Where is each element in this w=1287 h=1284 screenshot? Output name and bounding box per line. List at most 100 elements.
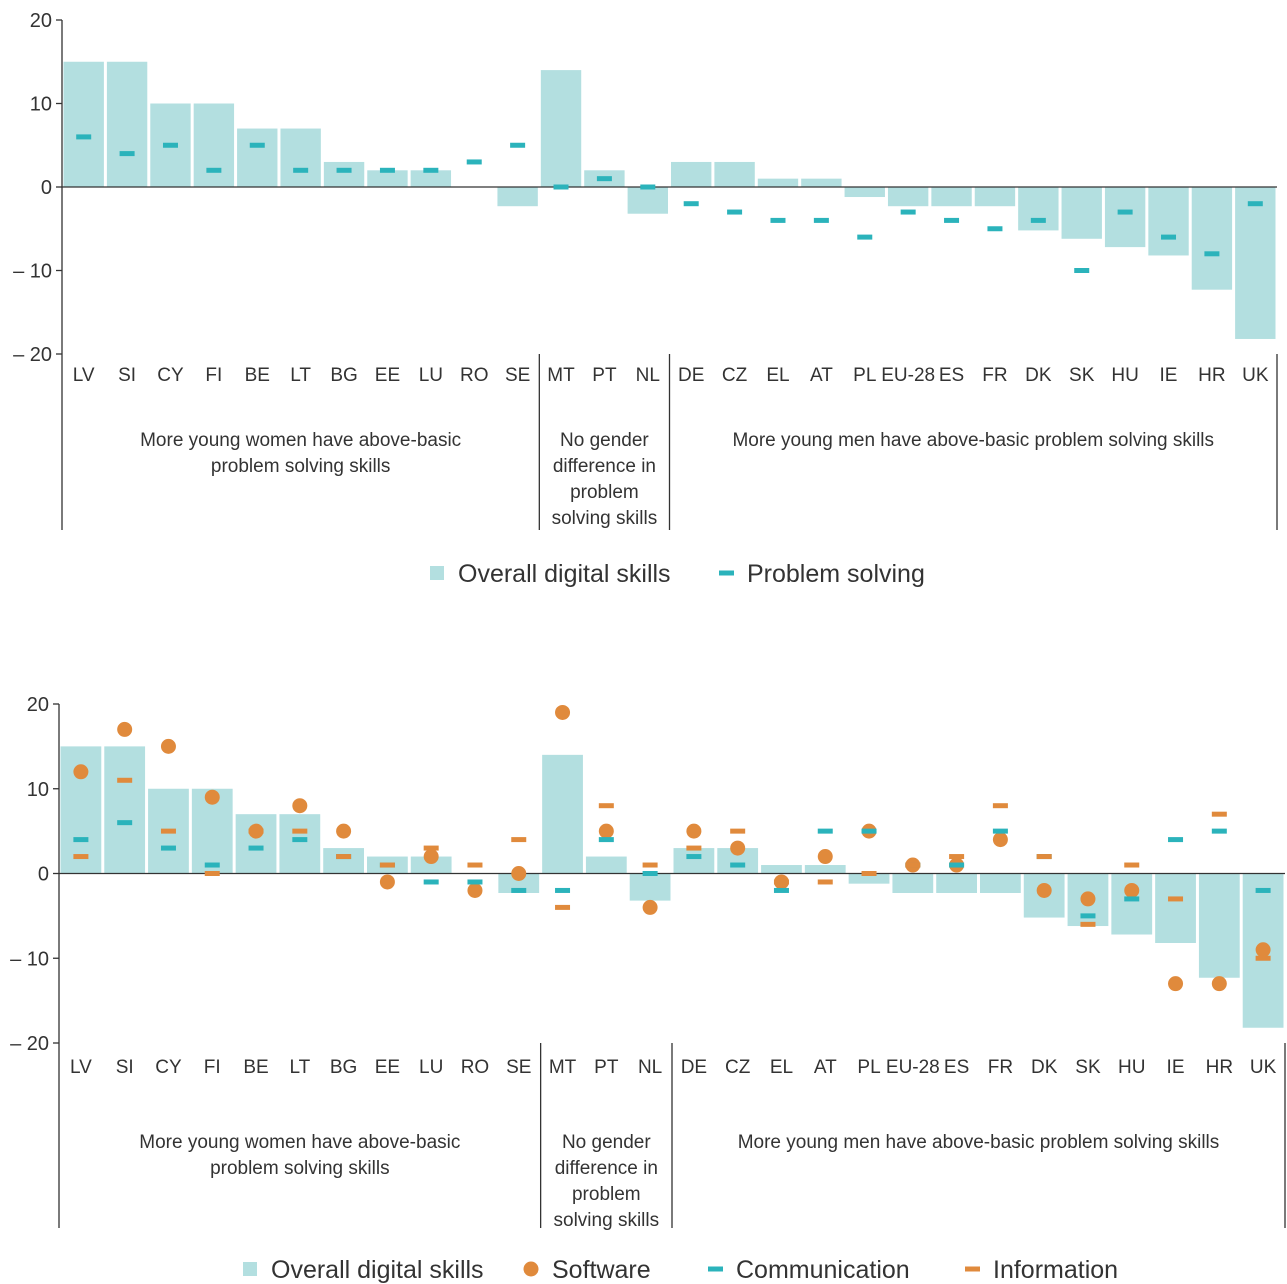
legend-label-software: Software bbox=[552, 1256, 651, 1284]
bar-SE bbox=[498, 873, 540, 893]
problem-solving-marker-HR bbox=[1204, 251, 1220, 257]
category-label: SE bbox=[505, 365, 530, 386]
category-label: FR bbox=[988, 1057, 1013, 1078]
y-tick-label: 10 bbox=[30, 94, 52, 116]
bar-DE bbox=[673, 848, 715, 874]
communication-marker-BE bbox=[248, 845, 264, 851]
information-marker-CZ bbox=[730, 828, 746, 834]
problem-solving-marker-MT bbox=[553, 184, 569, 190]
category-label: UK bbox=[1250, 1057, 1277, 1078]
information-marker-LT bbox=[292, 828, 308, 834]
problem-solving-marker-ES bbox=[944, 217, 960, 223]
bar-LV bbox=[63, 61, 104, 187]
software-point-MT bbox=[555, 704, 571, 720]
category-label: LU bbox=[419, 1057, 443, 1078]
problem-solving-marker-PL bbox=[857, 234, 873, 240]
communication-marker-NL bbox=[642, 871, 658, 876]
bar-AT bbox=[804, 865, 846, 874]
bar-BE bbox=[235, 814, 277, 874]
y-tick-label: 10 bbox=[27, 779, 49, 801]
communication-marker-LT bbox=[292, 837, 308, 843]
category-label: DE bbox=[678, 365, 704, 386]
information-marker-DK bbox=[1036, 854, 1052, 860]
information-marker-HR bbox=[1211, 811, 1227, 817]
legend-label-overall-digital-skills: Overall digital skills bbox=[458, 560, 671, 588]
communication-marker-LU bbox=[423, 879, 439, 885]
bar-AT bbox=[801, 178, 842, 187]
information-marker-DE bbox=[686, 845, 702, 851]
bar-HU bbox=[1111, 873, 1153, 935]
software-point-LT bbox=[292, 798, 308, 814]
bar-IE bbox=[1155, 873, 1196, 943]
information-marker-PL bbox=[861, 871, 877, 876]
information-marker-BG bbox=[336, 854, 352, 860]
category-label: PT bbox=[592, 365, 617, 386]
bar-BG bbox=[323, 161, 365, 187]
group-label: No gender bbox=[562, 1132, 651, 1153]
category-label: NL bbox=[638, 1057, 662, 1078]
category-label: LV bbox=[70, 1057, 92, 1078]
group-label: More young women have above-basic bbox=[140, 430, 461, 451]
category-label: PT bbox=[594, 1057, 619, 1078]
group-label: solving skills bbox=[554, 1210, 660, 1231]
bar-BE bbox=[237, 128, 278, 187]
category-label: EU-28 bbox=[881, 365, 935, 386]
problem-solving-marker-HU bbox=[1117, 209, 1133, 215]
y-tick-label: – 10 bbox=[13, 261, 52, 283]
information-marker-SE bbox=[511, 837, 527, 843]
legend-swatch-software bbox=[523, 1261, 539, 1277]
legend-label-information: Information bbox=[993, 1256, 1118, 1284]
category-label: LV bbox=[73, 365, 95, 386]
software-point-SE bbox=[511, 866, 527, 881]
group-label: More young women have above-basic bbox=[139, 1132, 460, 1153]
software-point-FI bbox=[204, 789, 220, 805]
problem-solving-marker-UK bbox=[1247, 201, 1263, 207]
bar-HR bbox=[1191, 187, 1233, 290]
category-label: FR bbox=[982, 365, 1007, 386]
information-marker-AT bbox=[817, 879, 833, 885]
category-label: ES bbox=[939, 365, 964, 386]
software-point-PT bbox=[598, 823, 614, 839]
communication-marker-PT bbox=[598, 837, 614, 843]
information-marker-ES bbox=[949, 854, 965, 860]
category-label: HR bbox=[1198, 365, 1225, 386]
y-tick-label: 0 bbox=[41, 177, 52, 199]
chart-2: 20 10 0 – 10 – 20 LV SI CY FI BE LT BG EE LU RO SE MT PT N… bbox=[10, 694, 1286, 1284]
information-marker-EE bbox=[379, 862, 395, 868]
legend-label-communication: Communication bbox=[736, 1256, 910, 1284]
category-label: PL bbox=[853, 365, 876, 386]
information-marker-SI bbox=[117, 777, 133, 783]
group-label: problem bbox=[572, 1184, 641, 1205]
bar-SI bbox=[104, 746, 146, 874]
communication-marker-PL bbox=[861, 828, 877, 834]
software-point-EE bbox=[379, 874, 395, 890]
bar-EL bbox=[761, 865, 802, 874]
software-point-LU bbox=[423, 849, 439, 865]
software-point-DE bbox=[686, 823, 702, 839]
category-label: HU bbox=[1111, 365, 1138, 386]
problem-solving-marker-FI bbox=[206, 167, 222, 173]
group-label: More young men have above-basic problem … bbox=[738, 1132, 1220, 1153]
problem-solving-marker-CZ bbox=[727, 209, 743, 215]
bar-ES bbox=[931, 187, 972, 207]
problem-solving-marker-NL bbox=[640, 184, 656, 190]
bar-SK bbox=[1061, 187, 1102, 239]
problem-solving-marker-SI bbox=[119, 151, 135, 157]
problem-solving-marker-CY bbox=[162, 142, 178, 148]
information-marker-FR bbox=[992, 803, 1008, 809]
category-label: DE bbox=[681, 1057, 707, 1078]
category-label: MT bbox=[547, 365, 575, 386]
problem-solving-marker-DE bbox=[683, 201, 699, 207]
information-marker-LU bbox=[423, 845, 439, 851]
chart-1: 20 10 0 – 10 – 20 LV SI CY FI BE LT BG EE LU RO SE MT PT N… bbox=[13, 10, 1278, 588]
category-label: SK bbox=[1069, 365, 1095, 386]
information-marker-CY bbox=[160, 828, 176, 834]
bar-SI bbox=[106, 61, 148, 187]
group-label: No gender bbox=[560, 430, 649, 451]
legend-swatch-information bbox=[965, 1266, 980, 1272]
category-label: NL bbox=[636, 365, 660, 386]
software-point-AT bbox=[817, 849, 833, 865]
category-label: LT bbox=[289, 1057, 310, 1078]
bar-HU bbox=[1104, 187, 1146, 248]
